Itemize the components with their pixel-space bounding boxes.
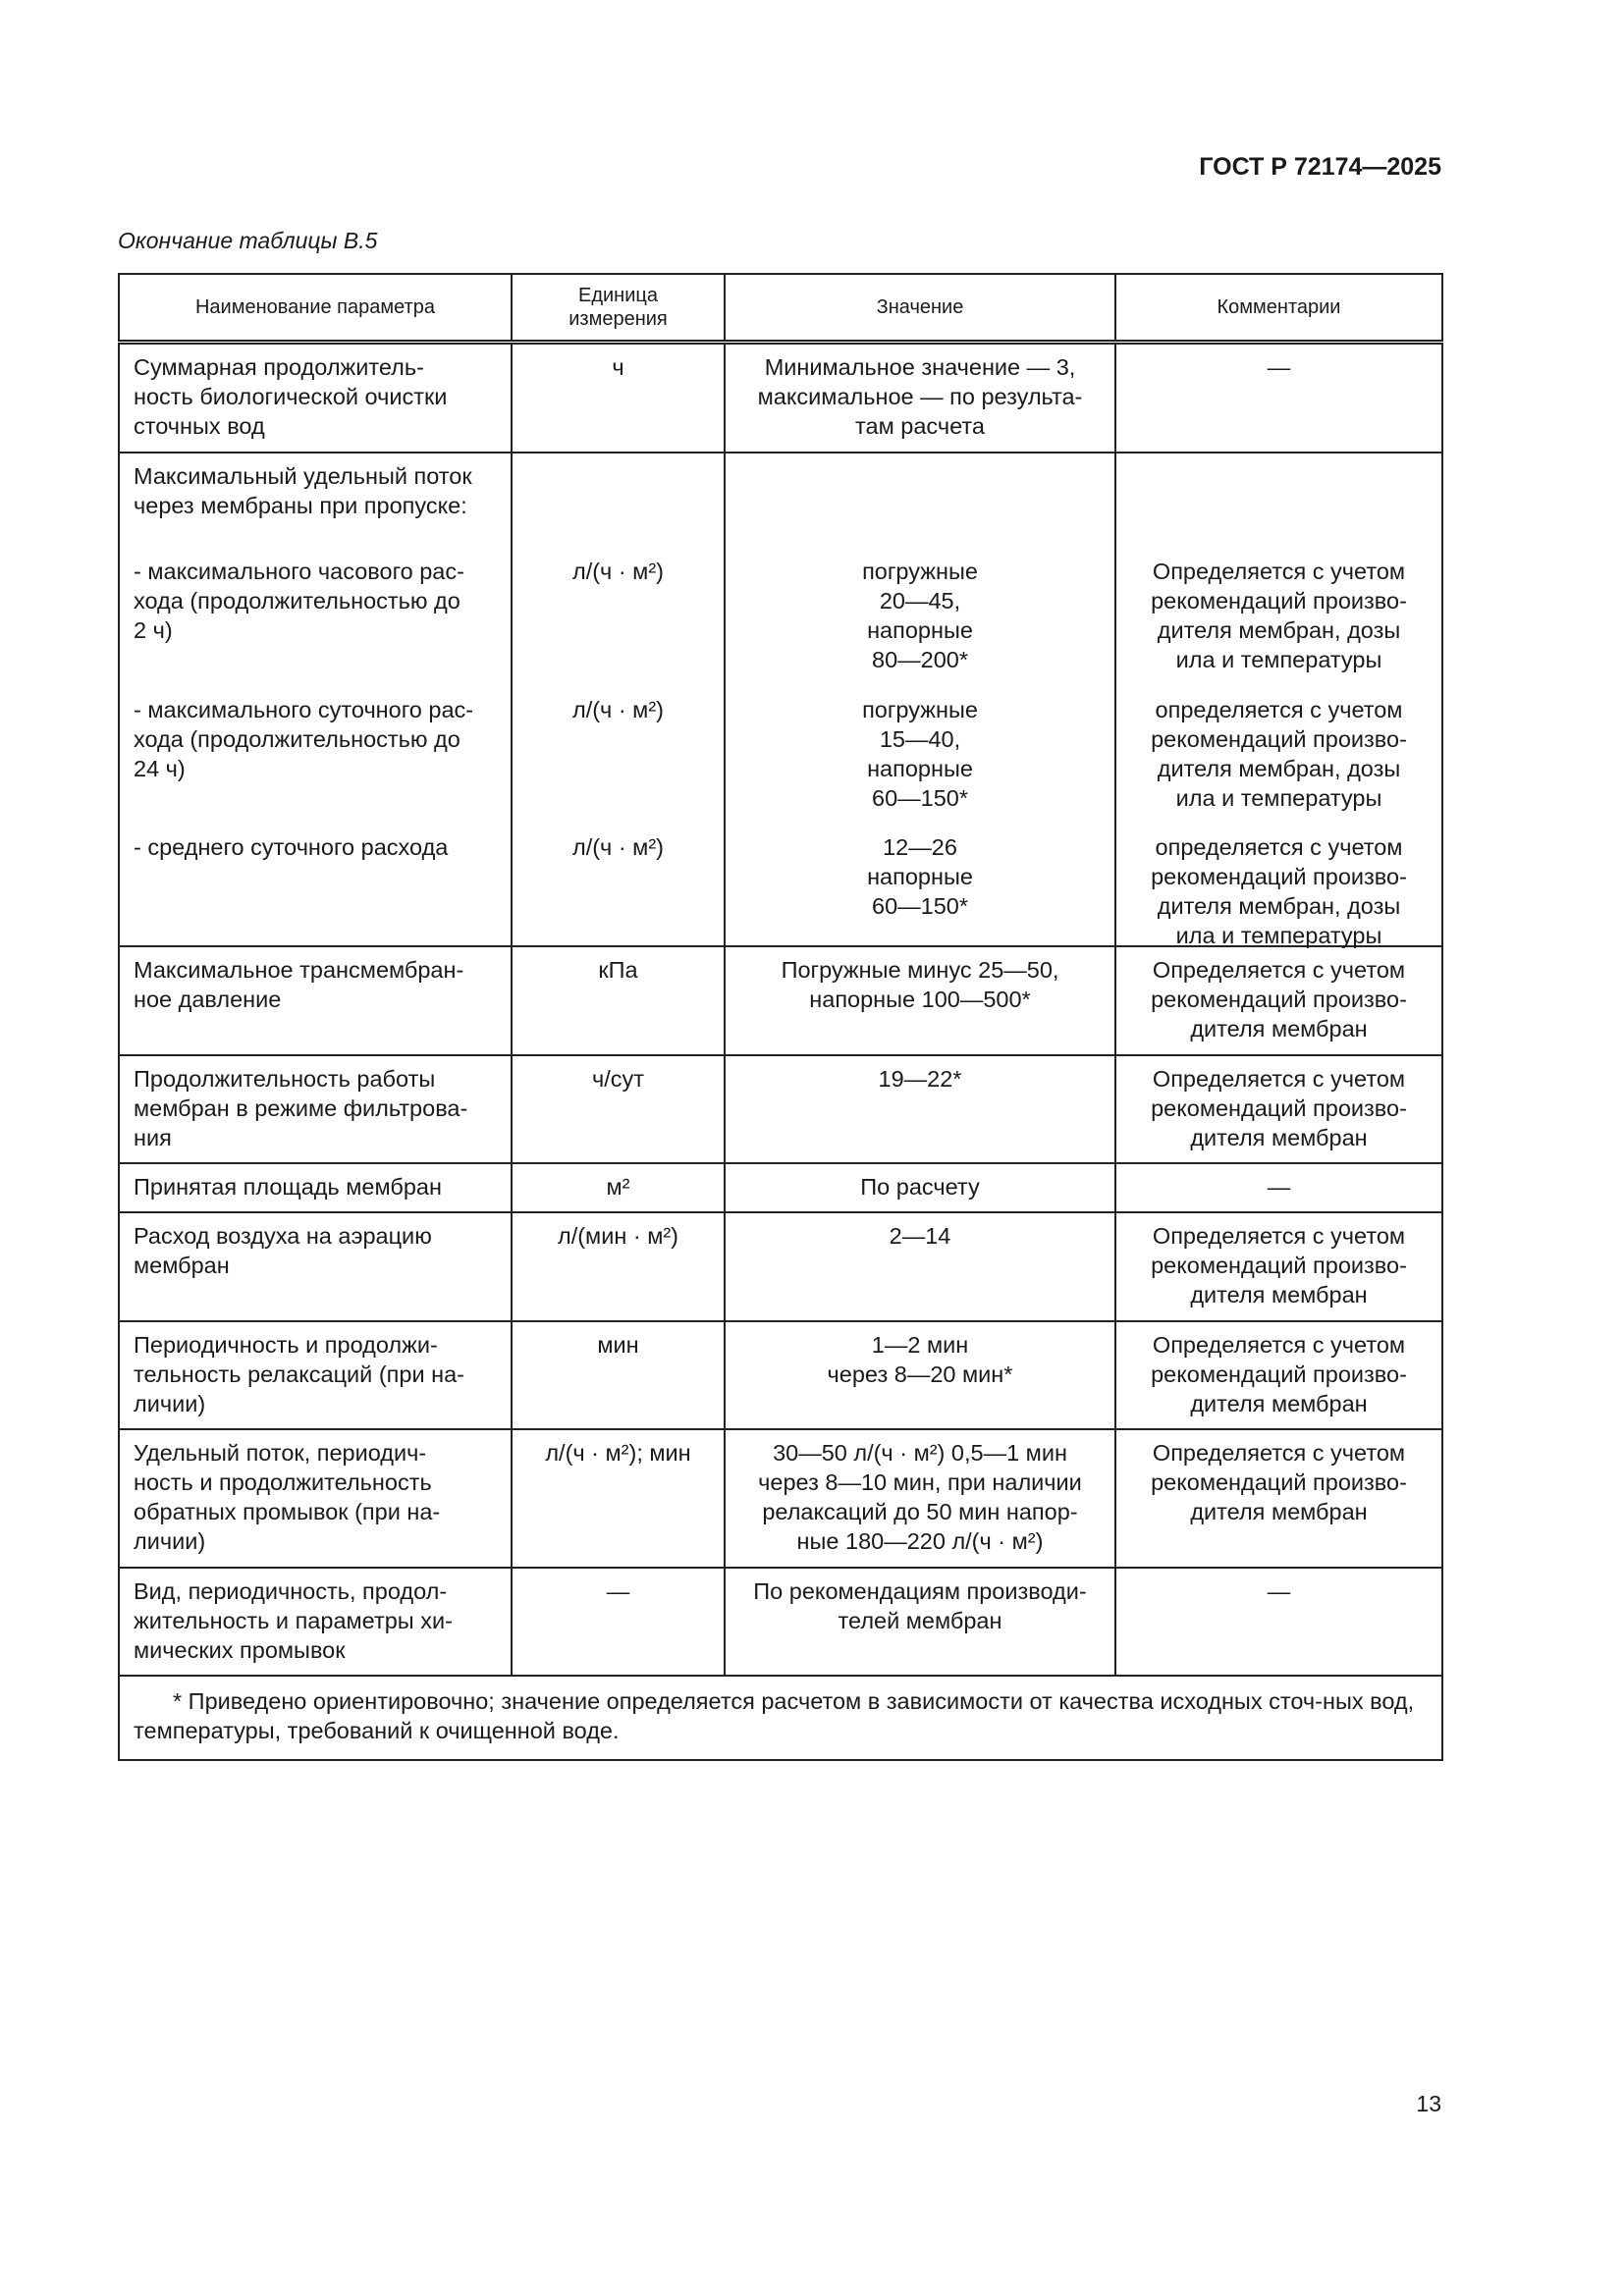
comment-cell: Определяется с учетом рекомендаций произ… bbox=[1114, 1319, 1443, 1430]
table-row: Принятая площадь мембран м² По расчету — bbox=[118, 1161, 1443, 1213]
table-caption: Окончание таблицы В.5 bbox=[118, 228, 378, 253]
comment-cell: Определяется с учетом рекомендаций произ… bbox=[1114, 1053, 1443, 1164]
table-row: Удельный поток, периодич- ность и продол… bbox=[118, 1427, 1443, 1569]
table-row: Продолжительность работы мембран в режим… bbox=[118, 1053, 1443, 1164]
unit-cell: — bbox=[511, 1566, 726, 1677]
param-cell: Вид, периодичность, продол- жительность … bbox=[118, 1566, 513, 1677]
sub-comment: Определяется с учетом рекомендаций произ… bbox=[1151, 558, 1407, 672]
sub-unit: л/(ч · м²) bbox=[571, 833, 664, 860]
value-cell: погружные 20—45, напорные 80—200* погруж… bbox=[724, 451, 1116, 947]
param-cell: Расход воздуха на аэрацию мембран bbox=[118, 1210, 513, 1322]
sub-unit: л/(ч · м²) bbox=[571, 696, 664, 722]
comment-cell: — bbox=[1114, 1161, 1443, 1213]
sub-value: погружные 15—40, напорные 60—150* bbox=[862, 696, 978, 811]
table-row: Вид, периодичность, продол- жительность … bbox=[118, 1566, 1443, 1677]
comment-cell: Определяется с учетом рекомендаций произ… bbox=[1114, 451, 1443, 948]
table-header-row: Наименование параметра Единица измерения… bbox=[118, 273, 1443, 345]
table-row: Расход воздуха на аэрацию мембран л/(мин… bbox=[118, 1210, 1443, 1322]
sub-param: - максимального часового рас- хода (прод… bbox=[134, 558, 464, 643]
sub-comment: определяется с учетом рекомендаций произ… bbox=[1151, 696, 1407, 811]
unit-cell: ч/сут bbox=[511, 1053, 726, 1164]
comment-cell: — bbox=[1114, 1566, 1443, 1677]
unit-cell: ч bbox=[511, 341, 726, 454]
parameters-table: Наименование параметра Единица измерения… bbox=[118, 273, 1443, 1761]
table-row: Периодичность и продолжи- тельность рела… bbox=[118, 1319, 1443, 1430]
comment-cell: Определяется с учетом рекомендаций произ… bbox=[1114, 1210, 1443, 1322]
param-intro: Максимальный удельный поток через мембра… bbox=[134, 462, 472, 518]
param-cell: Максимальный удельный поток через мембра… bbox=[118, 451, 513, 947]
footnote: * Приведено ориентировочно; значение опр… bbox=[118, 1674, 1443, 1761]
value-cell: По расчету bbox=[724, 1161, 1116, 1213]
param-cell: Максимальное трансмембран- ное давление bbox=[118, 944, 513, 1056]
unit-cell: м² bbox=[511, 1161, 726, 1213]
sub-value: 12—26 напорные 60—150* bbox=[867, 833, 973, 919]
document-code: ГОСТ Р 72174—2025 bbox=[1199, 153, 1441, 181]
value-cell: 2—14 bbox=[724, 1210, 1116, 1322]
column-header-value: Значение bbox=[724, 273, 1116, 345]
sub-param: - максимального суточного рас- хода (про… bbox=[134, 696, 474, 781]
sub-value: погружные 20—45, напорные 80—200* bbox=[862, 558, 978, 672]
param-cell: Продолжительность работы мембран в режим… bbox=[118, 1053, 513, 1164]
table-row: Максимальное трансмембран- ное давление … bbox=[118, 944, 1443, 1056]
comment-cell: Определяется с учетом рекомендаций произ… bbox=[1114, 944, 1443, 1056]
unit-cell: мин bbox=[511, 1319, 726, 1430]
sub-unit: л/(ч · м²) bbox=[571, 558, 664, 584]
column-header-unit: Единица измерения bbox=[511, 273, 726, 345]
sub-param: - среднего суточного расхода bbox=[134, 833, 449, 860]
unit-cell: л/(ч · м²) л/(ч · м²) л/(ч · м²) bbox=[511, 451, 726, 947]
page-number: 13 bbox=[1416, 2091, 1441, 2116]
value-cell: Минимальное значение — 3, максимальное —… bbox=[724, 341, 1116, 454]
unit-cell: л/(ч · м²); мин bbox=[511, 1427, 726, 1569]
table-row: Максимальный удельный поток через мембра… bbox=[118, 451, 1443, 948]
column-header-comment: Комментарии bbox=[1114, 273, 1443, 345]
value-cell: 1—2 мин через 8—20 мин* bbox=[724, 1319, 1116, 1430]
param-cell: Удельный поток, периодич- ность и продол… bbox=[118, 1427, 513, 1569]
value-cell: Погружные минус 25—50, напорные 100—500* bbox=[724, 944, 1116, 1056]
value-cell: 19—22* bbox=[724, 1053, 1116, 1164]
param-cell: Суммарная продолжитель- ность биологичес… bbox=[118, 341, 513, 454]
comment-cell: Определяется с учетом рекомендаций произ… bbox=[1114, 1427, 1443, 1569]
value-cell: 30—50 л/(ч · м²) 0,5—1 мин через 8—10 ми… bbox=[724, 1427, 1116, 1569]
footnote-row: * Приведено ориентировочно; значение опр… bbox=[118, 1674, 1443, 1761]
column-header-parameter: Наименование параметра bbox=[118, 273, 513, 345]
param-cell: Периодичность и продолжи- тельность рела… bbox=[118, 1319, 513, 1430]
sub-comment: определяется с учетом рекомендаций произ… bbox=[1151, 833, 1407, 948]
value-cell: По рекомендациям производи- телей мембра… bbox=[724, 1566, 1116, 1677]
unit-cell: кПа bbox=[511, 944, 726, 1056]
comment-cell: — bbox=[1114, 341, 1443, 454]
unit-cell: л/(мин · м²) bbox=[511, 1210, 726, 1322]
param-cell: Принятая площадь мембран bbox=[118, 1161, 513, 1213]
table-row: Суммарная продолжитель- ность биологичес… bbox=[118, 341, 1443, 454]
